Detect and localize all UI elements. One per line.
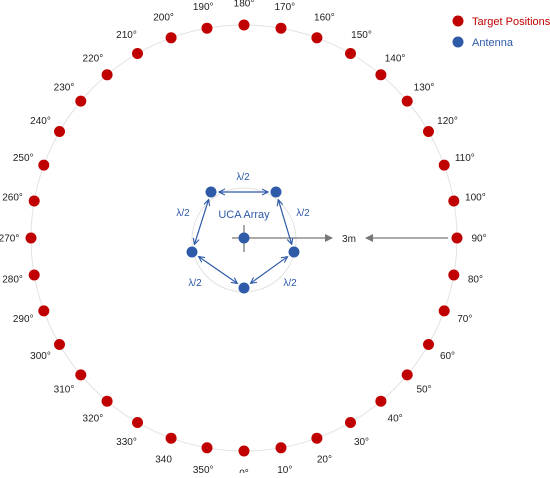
target-marker [452, 233, 463, 244]
spacing-label-top: λ/2 [236, 172, 250, 183]
target-marker [375, 69, 386, 80]
legend-antenna-label: Antenna [472, 37, 514, 49]
antenna-element [289, 247, 300, 258]
target-marker [132, 48, 143, 59]
spacing-label-lower-left: λ/2 [188, 278, 202, 289]
target-marker [276, 23, 287, 34]
antenna-element [206, 187, 217, 198]
target-marker [54, 126, 65, 137]
target-marker [448, 270, 459, 281]
target-angle-label: 310° [54, 385, 75, 396]
legend-target-marker [453, 16, 464, 27]
spacing-arrow [251, 257, 288, 284]
target-marker [375, 396, 386, 407]
legend: Target Positions Antenna [453, 16, 550, 50]
legend-antenna-marker [453, 37, 464, 48]
target-angle-label: 200° [153, 13, 174, 24]
target-angle-label: 240° [30, 116, 51, 127]
target-marker [202, 442, 213, 453]
target-angle-label: 30° [354, 437, 369, 448]
target-angle-label: 50° [416, 385, 431, 396]
target-marker [276, 442, 287, 453]
target-angle-label: 110° [455, 153, 475, 164]
spacing-label-lower-right: λ/2 [283, 278, 297, 289]
target-marker [75, 369, 86, 380]
spacing-arrow [194, 200, 208, 245]
antenna-center [239, 233, 250, 244]
target-angle-label: 130° [414, 82, 435, 93]
target-angle-label: 260° [2, 193, 23, 204]
target-angle-label: 320° [83, 414, 104, 425]
target-angle-label: 280° [2, 274, 23, 285]
target-marker [423, 339, 434, 350]
spacing-label-upper-left: λ/2 [176, 208, 190, 219]
spacing-arrow [199, 257, 238, 284]
target-marker [202, 23, 213, 34]
array-label: UCA Array [218, 209, 270, 221]
target-angle-label: 300° [30, 351, 51, 362]
target-angle-label: 220° [83, 54, 104, 65]
target-marker [402, 96, 413, 107]
target-marker [402, 369, 413, 380]
target-marker [311, 32, 322, 43]
target-angle-label: 80° [468, 274, 483, 285]
target-marker [439, 160, 450, 171]
target-angle-label: 340 [155, 454, 172, 465]
target-marker [448, 196, 459, 207]
target-marker [345, 48, 356, 59]
target-angle-label: 150° [351, 30, 372, 41]
target-marker [132, 417, 143, 428]
target-angle-label: 40° [388, 414, 403, 425]
target-marker [239, 446, 250, 457]
target-angle-label: 90° [471, 234, 486, 245]
target-angle-label: 250° [13, 153, 34, 164]
target-marker [439, 305, 450, 316]
target-angle-label: 0° [239, 469, 249, 474]
target-angle-label: 210° [116, 30, 137, 41]
target-marker [29, 196, 40, 207]
target-angle-label: 100° [465, 193, 486, 204]
antenna-element [239, 283, 250, 294]
target-marker [239, 20, 250, 31]
target-angle-label: 190° [193, 2, 214, 13]
target-marker [29, 270, 40, 281]
target-angle-label: 120° [437, 116, 458, 127]
target-angle-label: 10° [277, 465, 292, 473]
target-angle-label: 350° [193, 465, 214, 473]
target-angle-label: 140° [385, 54, 406, 65]
target-angle-label: 270° [0, 234, 19, 245]
antenna-element [187, 247, 198, 258]
antenna-element [271, 187, 282, 198]
target-marker [26, 233, 37, 244]
target-marker [345, 417, 356, 428]
target-angle-label: 290° [13, 314, 34, 325]
target-angle-label: 20° [317, 454, 332, 465]
target-marker [38, 305, 49, 316]
target-marker [54, 339, 65, 350]
target-marker [311, 433, 322, 444]
spacing-label-upper-right: λ/2 [296, 208, 310, 219]
target-angle-label: 330° [116, 437, 137, 448]
target-marker [423, 126, 434, 137]
target-marker [166, 32, 177, 43]
distance-label: 3m [342, 234, 356, 245]
target-marker [166, 433, 177, 444]
target-angle-label: 60° [440, 351, 455, 362]
target-angle-label: 170° [274, 2, 295, 13]
target-angle-label: 180° [234, 0, 255, 10]
target-marker [75, 96, 86, 107]
target-marker [102, 69, 113, 80]
target-angle-label: 230° [54, 82, 75, 93]
target-angle-label: 160° [314, 13, 335, 24]
target-marker [102, 396, 113, 407]
target-marker [38, 160, 49, 171]
target-angle-label: 70° [457, 314, 472, 325]
legend-target-label: Target Positions [472, 16, 550, 28]
